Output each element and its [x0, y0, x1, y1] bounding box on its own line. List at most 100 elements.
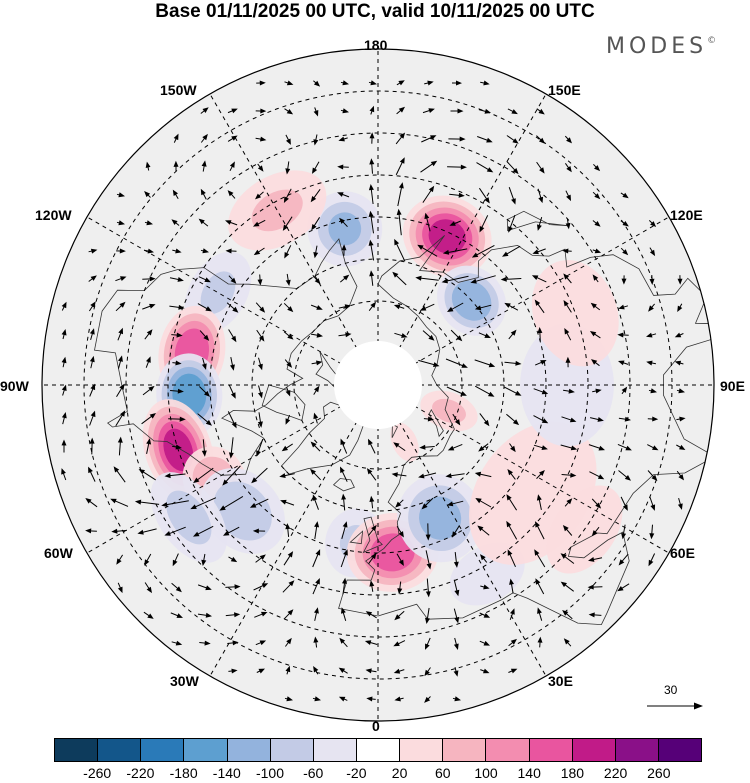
- meridian-line: [414, 216, 670, 365]
- wind-arrow: [509, 578, 514, 594]
- wind-arrow: [425, 523, 431, 541]
- wind-arrow: [676, 444, 686, 450]
- polar-blank: [334, 341, 422, 429]
- wind-arrow: [145, 356, 151, 368]
- wind-arrow: [314, 607, 319, 621]
- colorbar-tick-label: -220: [126, 765, 155, 781]
- wind-arrow: [199, 640, 211, 646]
- wind-arrow: [144, 553, 152, 566]
- wind-arrow: [282, 580, 295, 593]
- wind-arrow: [368, 301, 376, 312]
- lon-label-60e: 60E: [670, 545, 695, 561]
- wind-arrow: [537, 636, 543, 648]
- wind-arrow: [452, 696, 461, 702]
- wind-arrow: [368, 552, 377, 564]
- wind-arrow: [535, 578, 545, 595]
- wind-arrow: [169, 304, 185, 310]
- wind-arrow: [310, 468, 321, 481]
- wind-arrow: [219, 495, 244, 511]
- brand-logo: MODES©: [606, 34, 716, 59]
- wind-arrow: [338, 136, 348, 142]
- wind-arrow: [369, 580, 375, 592]
- wind-arrow: [618, 553, 629, 566]
- wind-arrow: [227, 411, 237, 429]
- colorbar-cell: [313, 739, 357, 761]
- colorbar-cell: [55, 739, 99, 761]
- wind-arrow: [172, 360, 182, 366]
- wind-arrow: [590, 302, 601, 311]
- wind-arrow: [279, 473, 295, 478]
- wind-arrow: [592, 248, 602, 254]
- wind-arrow: [197, 584, 212, 591]
- wind-arrow: [369, 495, 375, 509]
- brand-name: MODES: [606, 34, 708, 59]
- wind-arrow: [620, 220, 629, 227]
- wind-arrow: [479, 215, 489, 233]
- wind-arrow: [61, 301, 67, 311]
- wind-arrow: [201, 160, 207, 172]
- wind-arrow: [342, 577, 347, 595]
- wind-arrow: [417, 244, 438, 257]
- wind-arrow: [283, 331, 294, 340]
- wind-arrow: [117, 327, 123, 341]
- wind-arrow: [254, 611, 268, 618]
- wind-arrow: [561, 416, 577, 423]
- wind-arrow: [618, 304, 629, 310]
- wind-arrow: [453, 666, 459, 677]
- wind-arrow: [562, 248, 572, 254]
- wind-arrow: [225, 248, 237, 254]
- wind-arrow: [504, 386, 522, 396]
- lon-label-90e: 90E: [720, 378, 745, 394]
- wind-arrow: [172, 248, 182, 254]
- wind-arrow: [89, 355, 95, 369]
- lon-label-0: 0: [372, 718, 380, 734]
- wind-arrow: [169, 277, 184, 282]
- wind-arrow: [89, 410, 96, 426]
- wind-arrow: [138, 469, 156, 481]
- wind-arrow: [618, 360, 629, 366]
- wind-arrow: [252, 528, 266, 534]
- lon-label-30w: 30W: [170, 673, 199, 689]
- wind-arrow: [161, 500, 189, 507]
- wind-arrow: [424, 667, 431, 677]
- wind-arrow: [368, 210, 374, 234]
- wind-arrow: [337, 164, 349, 170]
- wind-arrow: [117, 582, 123, 594]
- wind-arrow: [285, 134, 291, 145]
- wind-arrow: [256, 438, 264, 457]
- wind-arrow: [369, 105, 375, 115]
- wind-arrow: [258, 385, 263, 399]
- wind-arrow: [312, 578, 320, 595]
- wind-arrow: [474, 471, 492, 478]
- wind-arrow: [474, 304, 492, 311]
- wind-arrow: [480, 668, 490, 674]
- wind-arrow: [171, 582, 182, 593]
- wind-arrow: [61, 412, 67, 425]
- wind-arrow: [312, 494, 319, 510]
- wind-arrow: [620, 192, 629, 199]
- wind-arrow: [422, 185, 435, 203]
- wind-arrow: [450, 329, 463, 342]
- colorbar-tick-label: 20: [391, 765, 408, 781]
- wind-arrow: [445, 358, 468, 368]
- wind-arrow: [171, 640, 183, 646]
- wind-arrow: [564, 328, 572, 341]
- wind-arrow: [341, 244, 347, 256]
- wind-arrow: [255, 108, 267, 114]
- wind-arrow: [369, 132, 375, 144]
- wind-arrow: [564, 163, 572, 173]
- wind-arrow: [225, 220, 238, 226]
- lon-label-180: 180: [364, 37, 388, 53]
- coastline: [94, 238, 358, 476]
- reference-vector-value: 30: [664, 683, 678, 697]
- wind-arrow: [115, 301, 126, 312]
- wind-arrow: [257, 412, 263, 428]
- wind-arrow: [253, 219, 266, 227]
- wind-arrow: [285, 665, 291, 675]
- coastline: [391, 423, 399, 438]
- reference-vector-arrow: [647, 702, 703, 710]
- wind-arrow: [452, 413, 461, 426]
- wind-arrow: [200, 133, 208, 143]
- wind-arrow: [310, 304, 323, 310]
- wind-arrow: [536, 135, 545, 144]
